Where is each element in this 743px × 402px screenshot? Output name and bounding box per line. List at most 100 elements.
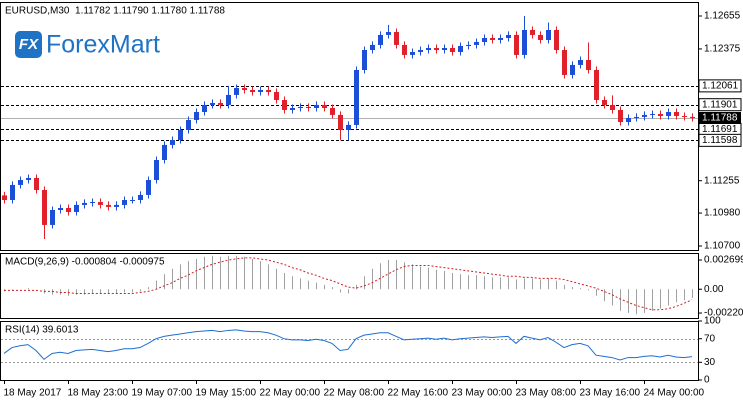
- level-box: [698, 79, 742, 93]
- panel-frame: [0, 321, 699, 381]
- candle-body: [618, 110, 623, 122]
- candle-body: [202, 104, 207, 112]
- y-tick-label: 1.12655: [704, 11, 741, 22]
- x-tick-label: 22 May 16:00: [388, 388, 449, 399]
- candle-body: [250, 90, 255, 92]
- candle-body: [682, 116, 687, 117]
- y-tick-label: 70: [704, 333, 716, 344]
- y-tick-label: -0.002201: [704, 308, 743, 319]
- candle-body: [2, 195, 7, 200]
- candle-body: [578, 60, 583, 65]
- candle-body: [66, 208, 71, 212]
- y-tick-label: 100: [704, 316, 721, 327]
- candle-body: [562, 50, 567, 75]
- candle-body: [450, 48, 455, 52]
- x-tick-label: 22 May 00:00: [260, 388, 321, 399]
- candle-body: [530, 30, 535, 35]
- candle-body: [402, 44, 407, 55]
- candle-body: [690, 116, 695, 118]
- x-tick-label: 19 May 15:00: [196, 388, 257, 399]
- x-tick-label: 23 May 16:00: [580, 388, 641, 399]
- candle-body: [18, 180, 23, 185]
- candle-body: [306, 106, 311, 108]
- candle-body: [490, 38, 495, 40]
- x-tick-label: 23 May 00:00: [452, 388, 513, 399]
- candle-body: [418, 50, 423, 52]
- candle-body: [322, 104, 327, 108]
- candle-body: [218, 102, 223, 105]
- candle-body: [162, 144, 167, 160]
- candle-body: [114, 204, 119, 207]
- y-tick-label: 1.12375: [704, 44, 741, 55]
- candle-body: [290, 108, 295, 110]
- panel-title: MACD(9,26,9) -0.000804 -0.000975: [5, 257, 165, 268]
- candle-body: [362, 50, 367, 70]
- candle-body: [242, 88, 247, 90]
- candle-body: [82, 202, 87, 205]
- candle-body: [386, 32, 391, 35]
- candle-body: [642, 114, 647, 117]
- level-label: 1.12061: [702, 81, 739, 92]
- candle-body: [554, 30, 559, 50]
- bid-box: [699, 112, 741, 124]
- candle-body: [658, 114, 663, 116]
- candle-body: [258, 90, 263, 92]
- candle-body: [282, 100, 287, 110]
- x-tick-label: 18 May 2017: [4, 388, 62, 399]
- x-tick-label: 23 May 08:00: [516, 388, 577, 399]
- candle-body: [106, 204, 111, 207]
- logo-mark: FX: [19, 36, 39, 53]
- logo: FX ForexMart: [15, 31, 160, 59]
- rsi-line: [3, 329, 693, 361]
- candle-body: [626, 118, 631, 122]
- level-label: 1.11691: [702, 124, 738, 135]
- candle-body: [522, 30, 527, 55]
- candle-body: [346, 124, 351, 130]
- candle-body: [194, 112, 199, 120]
- candle-body: [410, 52, 415, 55]
- candle-body: [90, 202, 95, 203]
- candle-body: [466, 44, 471, 46]
- candle-body: [442, 48, 447, 50]
- candle-body: [146, 180, 151, 195]
- candle-body: [434, 48, 439, 50]
- candle-body: [586, 60, 591, 70]
- candle-body: [178, 130, 183, 140]
- bid-label: 1.11788: [702, 113, 738, 124]
- y-tick-label: 0: [704, 375, 710, 386]
- candle-body: [26, 178, 31, 180]
- level-label: 1.11598: [702, 135, 738, 146]
- level-box: [698, 98, 742, 112]
- logo-name: ForexMart: [46, 31, 160, 59]
- x-tick-label: 22 May 08:00: [324, 388, 385, 399]
- candle-body: [226, 94, 231, 105]
- candle-body: [122, 200, 127, 205]
- panel-title: EURUSD,M30 1.11782 1.11790 1.11780 1.117…: [5, 6, 225, 17]
- x-tick-label: 18 May 23:00: [68, 388, 129, 399]
- candle-body: [98, 202, 103, 205]
- candle-body: [186, 120, 191, 130]
- level-label: 1.11901: [702, 99, 738, 110]
- candle-body: [546, 30, 551, 40]
- x-tick-label: 24 May 00:00: [644, 388, 705, 399]
- candle-body: [338, 114, 343, 130]
- candle-body: [666, 112, 671, 116]
- candle-body: [506, 34, 511, 38]
- level-box: [698, 133, 742, 147]
- x-tick-label: 19 May 07:00: [132, 388, 193, 399]
- candle-body: [170, 140, 175, 145]
- y-tick-label: 0.002699: [704, 255, 743, 266]
- candle-body: [634, 116, 639, 118]
- candle-body: [426, 48, 431, 50]
- candle-body: [378, 34, 383, 45]
- candle-body: [610, 104, 615, 110]
- candle-body: [130, 200, 135, 201]
- candle-body: [154, 160, 159, 180]
- candle-body: [594, 70, 599, 100]
- y-tick-label: 0.00: [704, 284, 724, 295]
- candle-body: [34, 178, 39, 190]
- panel-frame: [0, 253, 699, 319]
- candle-body: [314, 104, 319, 108]
- candle-body: [674, 112, 679, 116]
